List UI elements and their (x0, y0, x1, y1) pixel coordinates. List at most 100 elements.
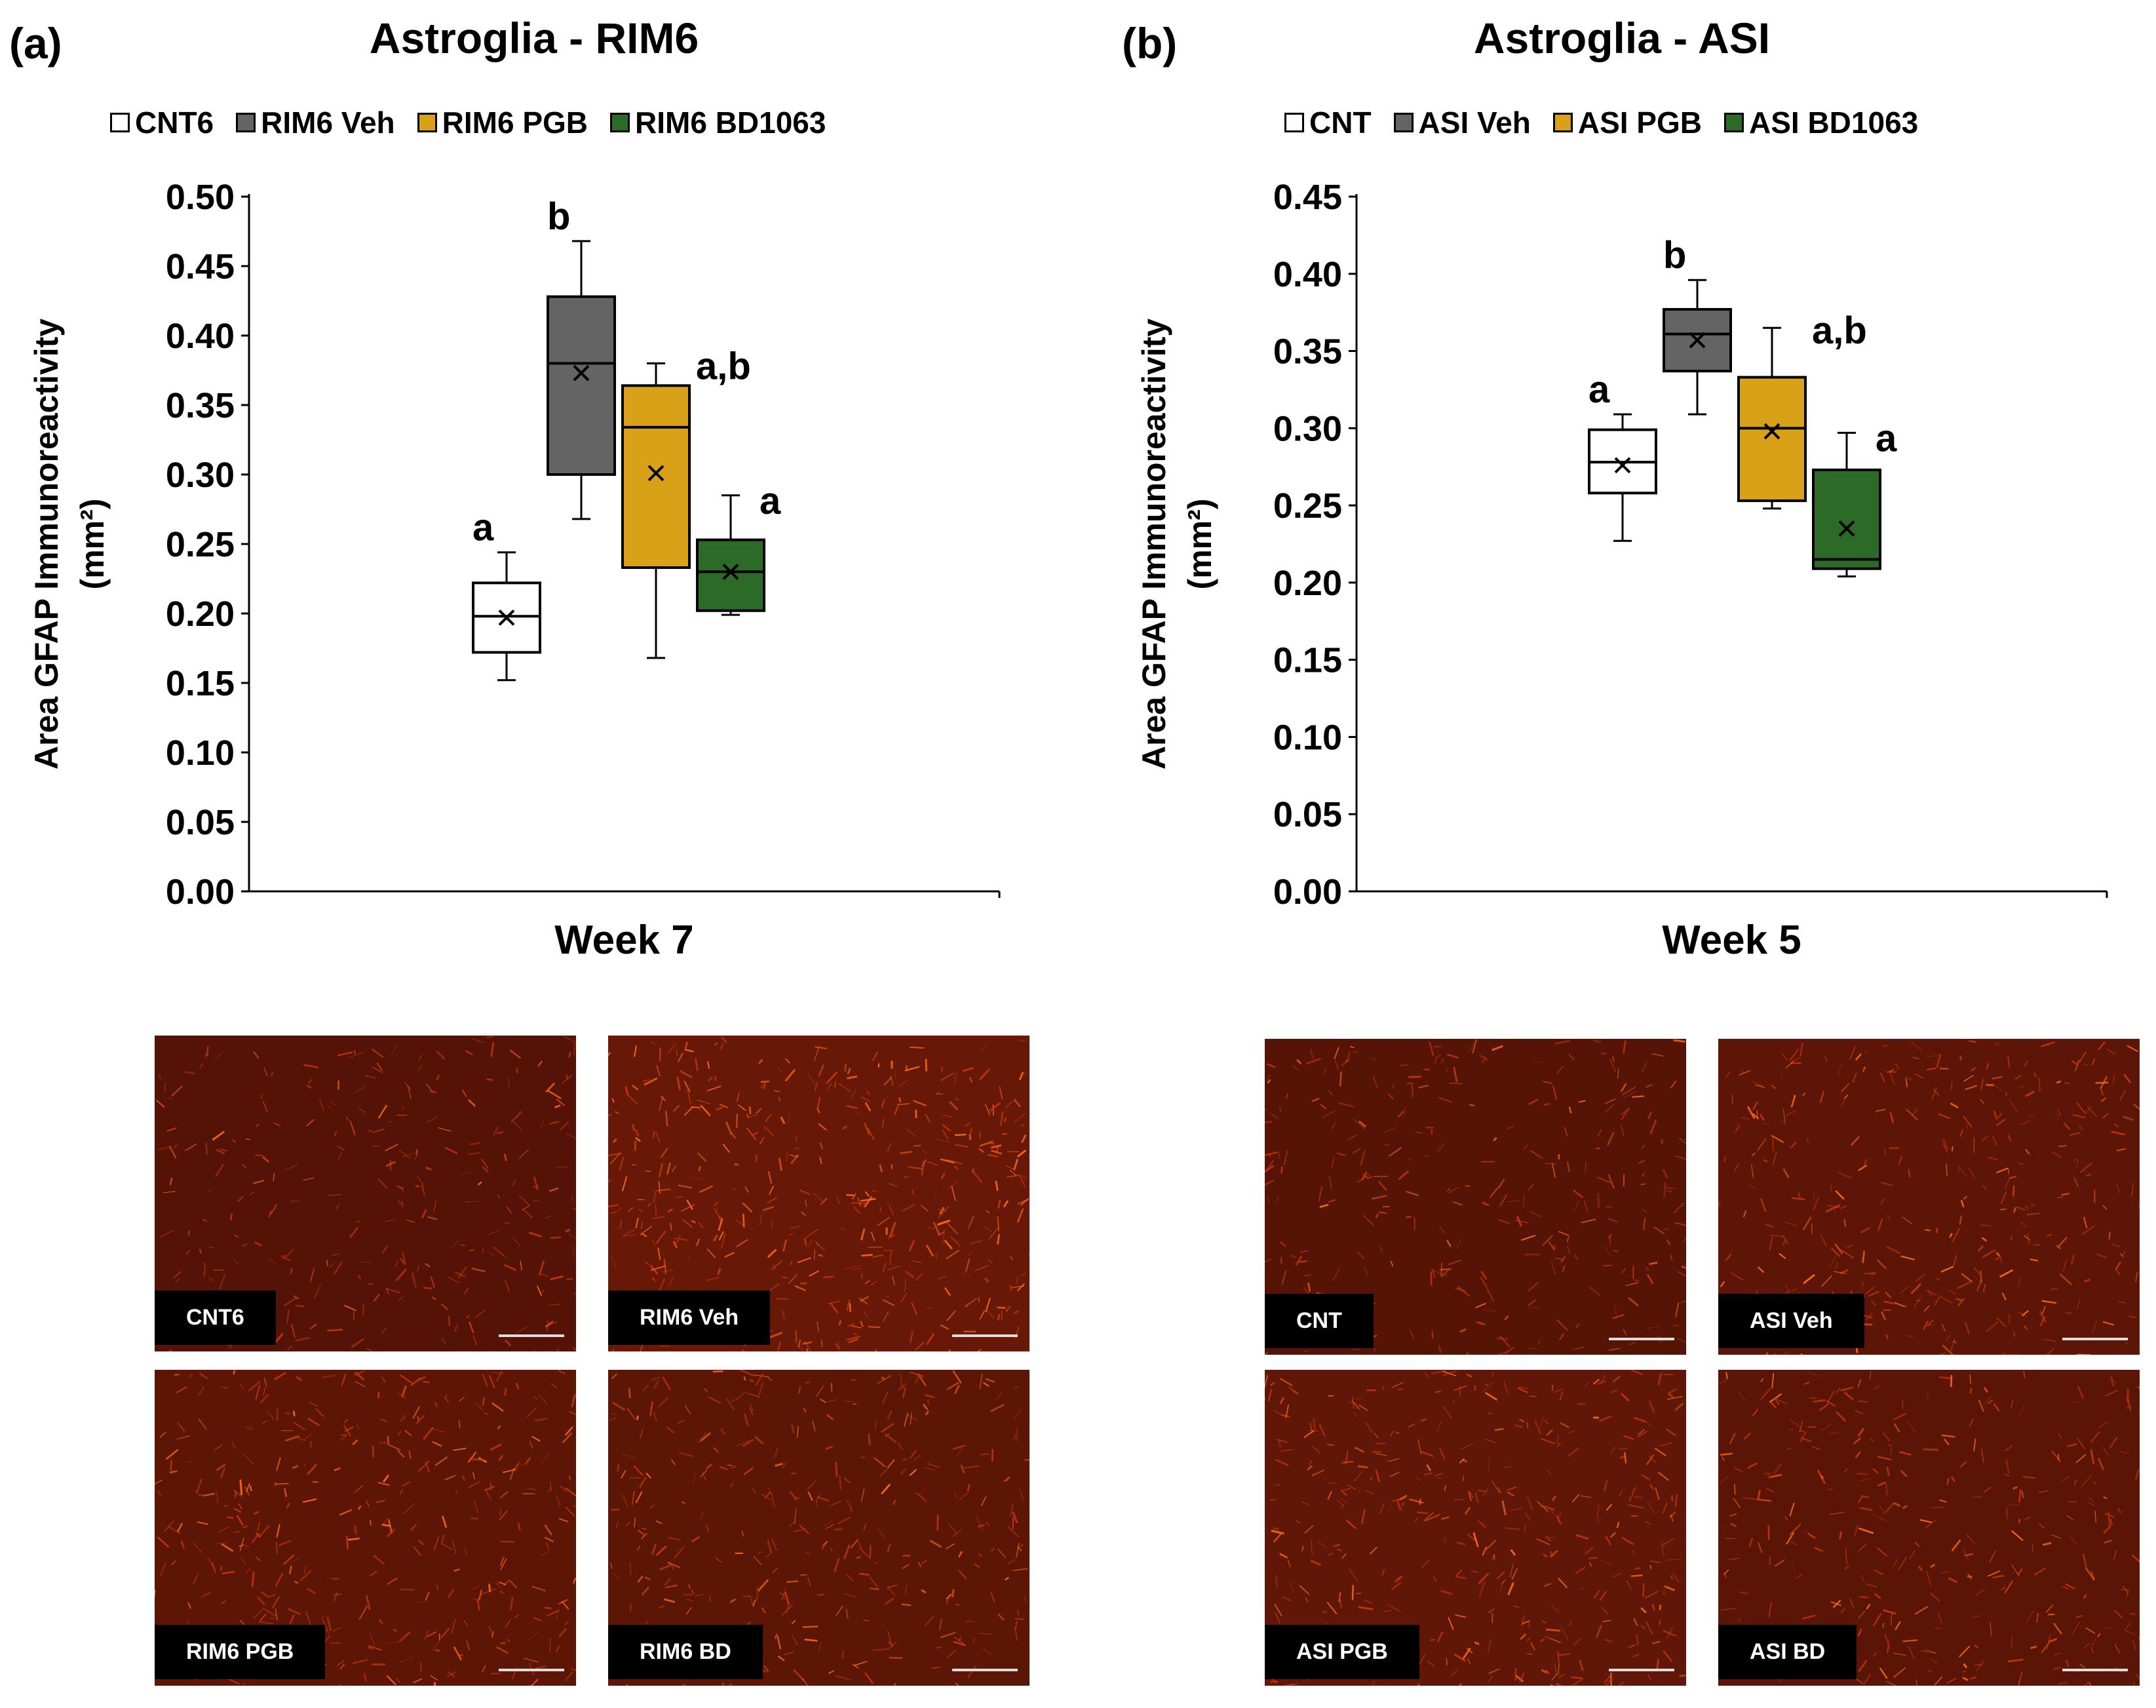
astrocyte-process (1390, 1260, 1394, 1267)
astrocyte-process (756, 1108, 762, 1114)
astrocyte-process (2125, 1342, 2129, 1346)
astrocyte-process (906, 1129, 917, 1137)
astrocyte-process (1487, 1639, 1492, 1654)
astrocyte-process (472, 1335, 478, 1346)
astrocyte-process (484, 1412, 488, 1415)
astrocyte-process (927, 1399, 930, 1405)
astrocyte-process (1802, 1216, 1812, 1231)
astrocyte-process (2051, 1534, 2062, 1539)
astrocyte-process (763, 1125, 765, 1132)
astrocyte-process (611, 1255, 617, 1269)
astrocyte-process (2132, 1640, 2137, 1650)
astrocyte-process (1883, 1148, 1887, 1155)
astrocyte-process (1927, 1289, 1933, 1297)
astrocyte-process (432, 1441, 442, 1447)
astrocyte-process (817, 1097, 821, 1109)
astrocyte-process (256, 1596, 265, 1605)
astrocyte-process (538, 1395, 549, 1405)
astrocyte-process (662, 1269, 674, 1273)
astrocyte-process (2038, 1490, 2049, 1494)
astrocyte-process (187, 1460, 193, 1463)
astrocyte-process (564, 1036, 573, 1041)
astrocyte-process (809, 1270, 820, 1277)
astrocyte-process (672, 1104, 680, 1113)
astrocyte-process (436, 1584, 439, 1591)
astrocyte-process (2119, 1090, 2126, 1101)
astrocyte-process (1785, 1110, 1797, 1116)
astrocyte-process (1788, 1049, 1800, 1062)
astrocyte-process (770, 1492, 776, 1508)
astrocyte-process (310, 1323, 317, 1330)
astrocyte-process (1936, 1227, 1938, 1233)
astrocyte-process (545, 1215, 552, 1219)
astrocyte-process (1020, 1174, 1028, 1179)
astrocyte-process (1923, 1305, 1930, 1312)
astrocyte-process (453, 1568, 460, 1572)
astrocyte-process (1886, 1245, 1901, 1254)
astrocyte-process (887, 1586, 896, 1597)
astrocyte-process (1908, 1646, 1915, 1659)
astrocyte-process (851, 1325, 862, 1329)
astrocyte-process (1905, 1078, 1908, 1087)
astrocyte-process (262, 1420, 267, 1425)
astrocyte-process (245, 1426, 254, 1431)
astrocyte-process (1631, 1549, 1635, 1555)
astrocyte-process (1545, 1628, 1560, 1632)
astrocyte-process (1432, 1574, 1437, 1582)
astrocyte-process (532, 1199, 539, 1202)
astrocyte-process (695, 1594, 704, 1597)
astrocyte-process (2080, 1162, 2092, 1173)
astrocyte-process (401, 1385, 407, 1398)
y-tick-label: 0.05 (1273, 795, 1342, 834)
astrocyte-process (1427, 1660, 1435, 1667)
astrocyte-process (1882, 1432, 1891, 1442)
astrocyte-process (1599, 1415, 1612, 1422)
astrocyte-process (293, 1435, 305, 1442)
astrocyte-process (1625, 1282, 1638, 1287)
astrocyte-process (1630, 1370, 1644, 1376)
astrocyte-process (2102, 1321, 2115, 1326)
astrocyte-process (685, 1607, 692, 1615)
astrocyte-process (946, 1382, 959, 1390)
astrocyte-process (213, 1049, 225, 1060)
astrocyte-process (877, 1216, 890, 1226)
astrocyte-process (1419, 1654, 1425, 1665)
astrocyte-process (852, 1403, 857, 1405)
astrocyte-process (488, 1229, 501, 1235)
astrocyte-process (286, 1502, 291, 1509)
astrocyte-process (1601, 1374, 1606, 1383)
astrocyte-process (2081, 1474, 2092, 1488)
astrocyte-process (495, 1370, 503, 1382)
astrocyte-process (777, 1341, 782, 1351)
astrocyte-process (1584, 1547, 1594, 1555)
astrocyte-process (790, 1260, 793, 1266)
astrocyte-process (1989, 1550, 1996, 1563)
astrocyte-process (216, 1148, 225, 1155)
astrocyte-process (2088, 1682, 2092, 1686)
astrocyte-process (2000, 1191, 2007, 1205)
astrocyte-process (2005, 1091, 2008, 1097)
astrocyte-process (2117, 1507, 2122, 1514)
significance-label: a,b (696, 345, 751, 387)
astrocyte-process (681, 1204, 695, 1212)
astrocyte-process (1312, 1446, 1321, 1454)
astrocyte-process (516, 1067, 518, 1074)
astrocyte-process (969, 1076, 973, 1083)
astrocyte-process (1833, 1208, 1836, 1213)
astrocyte-process (1666, 1190, 1672, 1193)
astrocyte-process (1638, 1159, 1646, 1164)
astrocyte-process (1494, 1427, 1504, 1431)
astrocyte-process (2115, 1261, 2121, 1270)
astrocyte-process (1957, 1298, 1965, 1307)
astrocyte-process (877, 1374, 892, 1384)
astrocyte-process (236, 1515, 244, 1526)
micrograph: ASI Veh (1718, 1039, 2140, 1355)
astrocyte-process (1354, 1446, 1365, 1453)
astrocyte-process (2083, 1216, 2088, 1229)
astrocyte-process (742, 1214, 745, 1228)
astrocyte-process (221, 1543, 234, 1552)
astrocyte-process (1748, 1537, 1754, 1548)
astrocyte-process (659, 1564, 671, 1571)
astrocyte-process (1575, 1323, 1580, 1329)
astrocyte-process (2065, 1659, 2070, 1667)
